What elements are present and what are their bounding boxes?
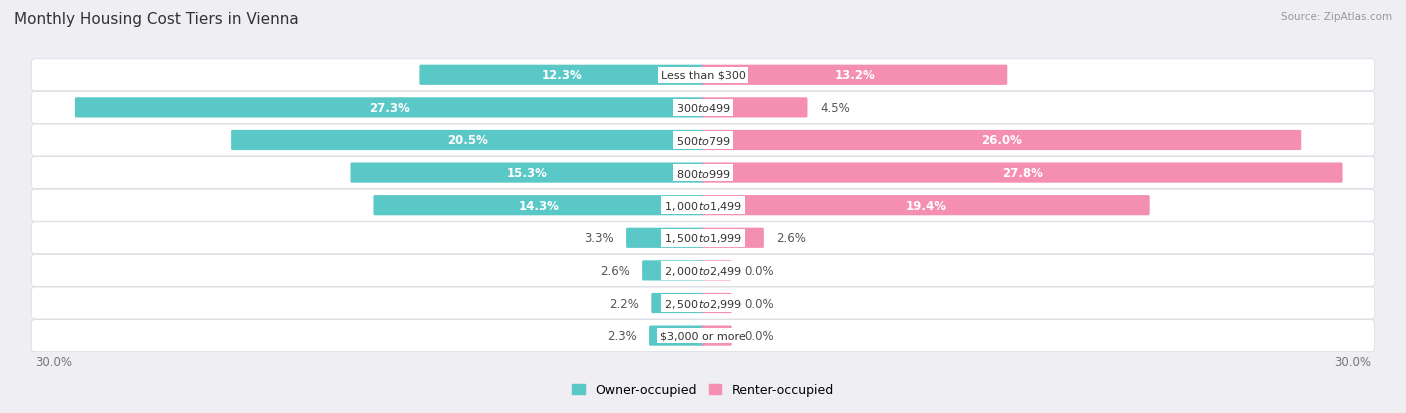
Text: 3.3%: 3.3%: [583, 232, 613, 244]
Text: 0.0%: 0.0%: [744, 264, 773, 277]
Text: 14.3%: 14.3%: [519, 199, 560, 212]
FancyBboxPatch shape: [374, 196, 704, 216]
FancyBboxPatch shape: [31, 125, 1375, 157]
FancyBboxPatch shape: [702, 131, 1301, 151]
Text: 26.0%: 26.0%: [981, 134, 1022, 147]
FancyBboxPatch shape: [31, 59, 1375, 92]
Text: $2,500 to $2,999: $2,500 to $2,999: [664, 297, 742, 310]
Text: 2.2%: 2.2%: [609, 297, 638, 310]
FancyBboxPatch shape: [231, 131, 704, 151]
FancyBboxPatch shape: [31, 287, 1375, 319]
FancyBboxPatch shape: [350, 163, 704, 183]
FancyBboxPatch shape: [702, 196, 1150, 216]
Text: 4.5%: 4.5%: [820, 102, 849, 114]
FancyBboxPatch shape: [31, 157, 1375, 189]
Text: 15.3%: 15.3%: [508, 167, 548, 180]
FancyBboxPatch shape: [702, 163, 1343, 183]
Text: 12.3%: 12.3%: [541, 69, 582, 82]
FancyBboxPatch shape: [702, 66, 1007, 85]
Text: 30.0%: 30.0%: [35, 355, 72, 368]
Text: 27.3%: 27.3%: [370, 102, 411, 114]
Text: 2.6%: 2.6%: [599, 264, 630, 277]
FancyBboxPatch shape: [702, 261, 731, 281]
Text: $500 to $799: $500 to $799: [675, 135, 731, 147]
Text: Less than $300: Less than $300: [661, 71, 745, 81]
FancyBboxPatch shape: [31, 320, 1375, 352]
Text: $3,000 or more: $3,000 or more: [661, 331, 745, 341]
FancyBboxPatch shape: [31, 92, 1375, 124]
Text: 0.0%: 0.0%: [744, 297, 773, 310]
Text: $800 to $999: $800 to $999: [675, 167, 731, 179]
Text: Source: ZipAtlas.com: Source: ZipAtlas.com: [1281, 12, 1392, 22]
Legend: Owner-occupied, Renter-occupied: Owner-occupied, Renter-occupied: [568, 378, 838, 401]
FancyBboxPatch shape: [702, 326, 731, 346]
Text: $300 to $499: $300 to $499: [675, 102, 731, 114]
Text: 2.6%: 2.6%: [776, 232, 807, 244]
FancyBboxPatch shape: [702, 293, 731, 313]
Text: 20.5%: 20.5%: [447, 134, 488, 147]
FancyBboxPatch shape: [31, 255, 1375, 287]
Text: 0.0%: 0.0%: [744, 329, 773, 342]
Text: 2.3%: 2.3%: [606, 329, 637, 342]
FancyBboxPatch shape: [419, 66, 704, 85]
Text: 27.8%: 27.8%: [1001, 167, 1043, 180]
FancyBboxPatch shape: [702, 98, 807, 118]
FancyBboxPatch shape: [31, 222, 1375, 254]
FancyBboxPatch shape: [31, 190, 1375, 222]
FancyBboxPatch shape: [650, 326, 704, 346]
FancyBboxPatch shape: [651, 293, 704, 313]
Text: Monthly Housing Cost Tiers in Vienna: Monthly Housing Cost Tiers in Vienna: [14, 12, 299, 27]
Text: 30.0%: 30.0%: [1334, 355, 1371, 368]
FancyBboxPatch shape: [702, 228, 763, 248]
FancyBboxPatch shape: [75, 98, 704, 118]
Text: $1,500 to $1,999: $1,500 to $1,999: [664, 232, 742, 244]
Text: $2,000 to $2,499: $2,000 to $2,499: [664, 264, 742, 277]
Text: 13.2%: 13.2%: [834, 69, 875, 82]
Text: $1,000 to $1,499: $1,000 to $1,499: [664, 199, 742, 212]
FancyBboxPatch shape: [643, 261, 704, 281]
FancyBboxPatch shape: [626, 228, 704, 248]
Text: 19.4%: 19.4%: [905, 199, 946, 212]
